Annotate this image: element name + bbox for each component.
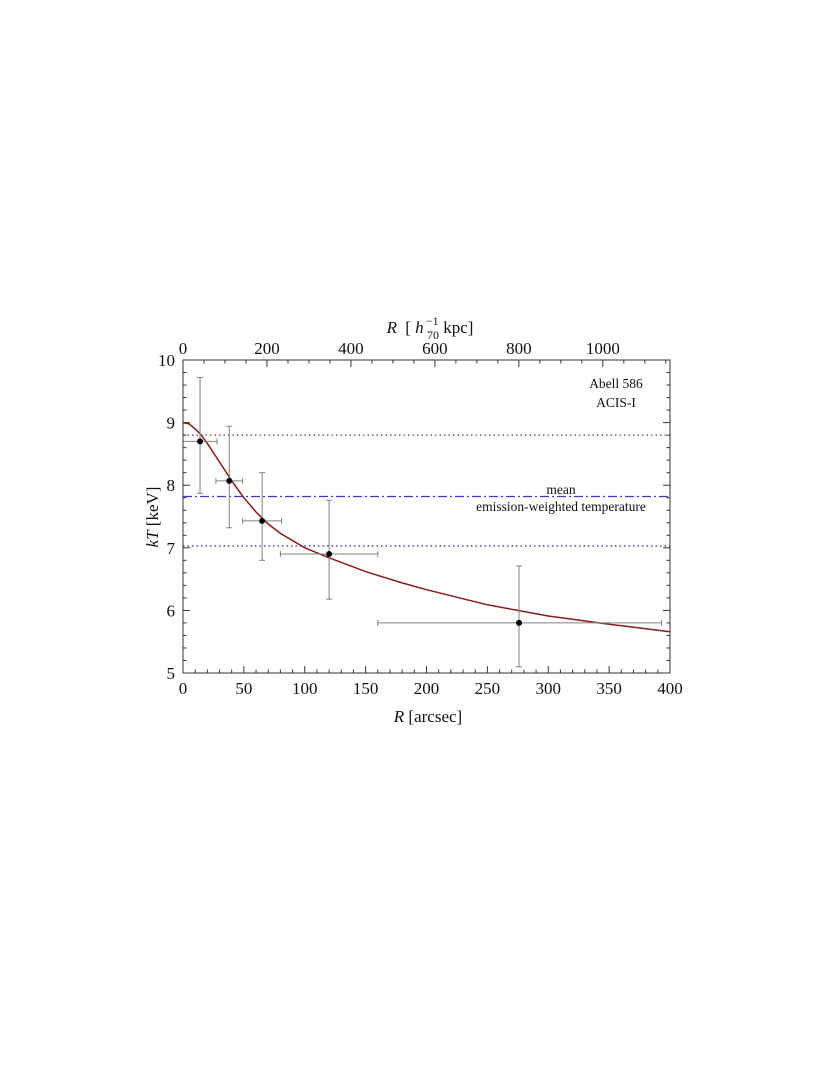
top-axis-title: R [ h −1 70 kpc]	[386, 310, 474, 343]
errorbar-4	[377, 565, 662, 668]
data-point-0	[197, 438, 204, 445]
x-tick-label: 350	[596, 679, 622, 698]
errorbar-2	[242, 472, 283, 561]
data-point-4	[516, 619, 523, 626]
annotation-box: Abell 586 ACIS-I	[589, 376, 643, 410]
x-tick-label: 400	[657, 679, 683, 698]
top-tick-label: 200	[254, 339, 280, 358]
top-tick-label: 800	[506, 339, 532, 358]
x-tick-label: 100	[292, 679, 318, 698]
x-tick-label: 250	[475, 679, 501, 698]
mean-line-label: mean emission-weighted temperature	[476, 482, 646, 514]
x-axis-title-unit: [arcsec]	[408, 707, 462, 726]
top-tick-label: 600	[422, 339, 448, 358]
top-tick-label: 400	[338, 339, 364, 358]
y-tick-label: 7	[167, 539, 176, 558]
top-axis-title-sup: −1	[426, 314, 439, 328]
y-tick-label: 10	[158, 351, 175, 370]
mean-label-line-2: emission-weighted temperature	[476, 499, 646, 514]
errorbar-1	[215, 425, 244, 529]
model-curve	[182, 421, 671, 633]
x-tick-label: 150	[353, 679, 379, 698]
annotation-line-1: Abell 586	[589, 376, 643, 391]
y-tick-label: 6	[167, 601, 176, 620]
x-tick-label: 0	[179, 679, 188, 698]
data-point-1	[226, 477, 233, 484]
y-tick-label: 9	[167, 414, 176, 433]
top-axis-title-sub: 70	[427, 328, 439, 342]
y-tick-label: 5	[167, 664, 176, 683]
errorbars	[182, 377, 662, 668]
y-tick-label: 8	[167, 476, 176, 495]
y-axis-title: kT [keV]	[143, 487, 162, 548]
top-tick-label: 1000	[586, 339, 620, 358]
top-axis-title-var: R	[386, 318, 398, 337]
reference-lines	[183, 434, 670, 547]
errorbar-3	[279, 499, 379, 600]
top-axis-title-h: h	[415, 318, 424, 337]
data-point-2	[259, 517, 266, 524]
x-axis-title: R [arcsec]	[393, 707, 462, 726]
model-curve-group	[182, 421, 671, 633]
data-point-3	[326, 551, 333, 558]
data-points	[197, 438, 523, 626]
x-axis-title-var: R	[393, 707, 405, 726]
annotation-line-2: ACIS-I	[596, 395, 636, 410]
x-tick-label: 50	[235, 679, 252, 698]
top-axis-title-pre: [	[405, 318, 411, 337]
mean-label-line-1: mean	[546, 482, 575, 497]
x-tick-label: 200	[414, 679, 440, 698]
top-axis-title-unit: kpc]	[443, 318, 473, 337]
y-axis-title-unit: [keV]	[143, 487, 162, 527]
x-tick-label: 300	[536, 679, 562, 698]
y-axis-title-var: kT	[143, 529, 162, 548]
top-tick-label: 0	[179, 339, 188, 358]
